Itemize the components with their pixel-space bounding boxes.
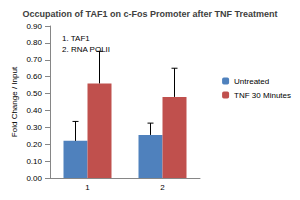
svg-text:0.50: 0.50	[26, 89, 42, 98]
svg-text:0.60: 0.60	[26, 72, 42, 81]
svg-text:0.30: 0.30	[26, 123, 42, 132]
svg-text:0.70: 0.70	[26, 55, 42, 64]
svg-text:Untreated: Untreated	[234, 77, 269, 86]
svg-text:2: 2	[160, 183, 165, 192]
svg-text:2. RNA POLII: 2. RNA POLII	[62, 45, 110, 54]
svg-text:Fold Change / Input: Fold Change / Input	[10, 66, 19, 137]
svg-text:TNF 30 Minutes: TNF 30 Minutes	[234, 91, 291, 100]
svg-text:0.90: 0.90	[26, 22, 42, 31]
svg-text:1. TAF1: 1. TAF1	[62, 34, 90, 43]
svg-text:0.80: 0.80	[26, 38, 42, 47]
svg-text:0.10: 0.10	[26, 157, 42, 166]
svg-text:0.20: 0.20	[26, 140, 42, 149]
svg-text:1: 1	[85, 183, 90, 192]
svg-text:Occupation of TAF1 on c-Fos Pr: Occupation of TAF1 on c-Fos Promoter aft…	[23, 9, 278, 19]
svg-text:0.00: 0.00	[26, 174, 42, 183]
svg-text:0.40: 0.40	[26, 106, 42, 115]
